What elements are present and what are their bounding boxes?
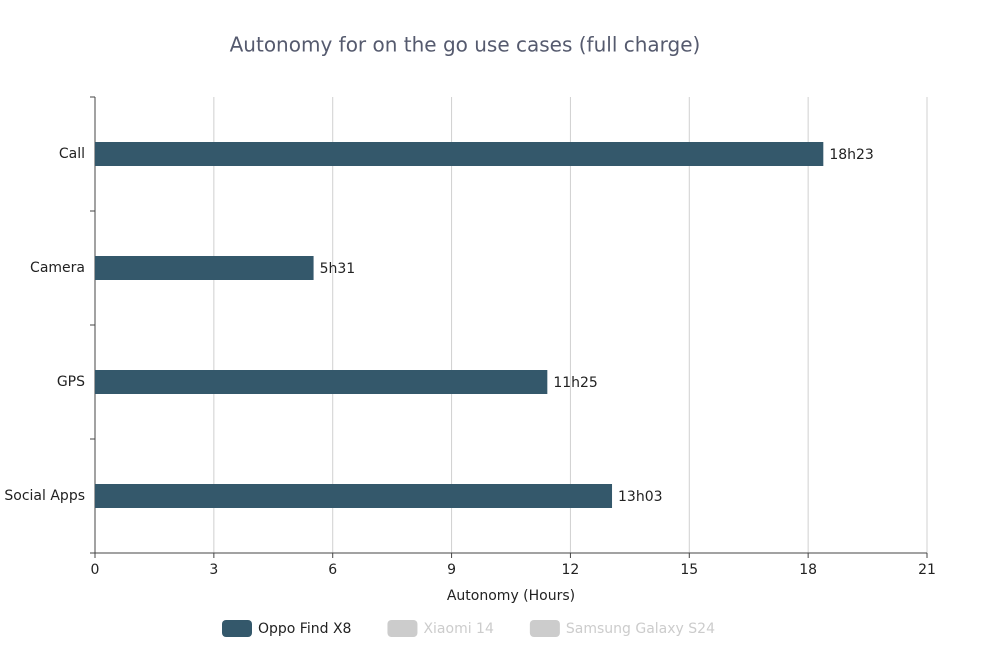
value-label: 5h31 bbox=[320, 261, 356, 277]
legend-swatch bbox=[529, 620, 560, 637]
y-tick-label: GPS bbox=[57, 374, 85, 390]
bar bbox=[95, 256, 314, 280]
y-tick-label: Social Apps bbox=[4, 488, 85, 504]
x-tick-label: 0 bbox=[91, 562, 100, 578]
legend-swatch bbox=[222, 620, 252, 637]
x-tick-label: 3 bbox=[209, 562, 218, 578]
legend-swatch bbox=[387, 620, 418, 637]
value-label: 18h23 bbox=[829, 147, 874, 163]
legend-label: Xiaomi 14 bbox=[423, 621, 494, 637]
chart-title: Autonomy for on the go use cases (full c… bbox=[230, 33, 701, 57]
bar bbox=[95, 484, 613, 508]
x-tick-label: 6 bbox=[328, 562, 337, 578]
bar bbox=[95, 370, 548, 394]
x-tick-label: 21 bbox=[918, 562, 936, 578]
legend-label: Oppo Find X8 bbox=[258, 621, 351, 637]
bar bbox=[95, 142, 824, 166]
y-tick-label: Call bbox=[59, 146, 85, 162]
x-tick-label: 9 bbox=[447, 562, 456, 578]
y-tick-label: Camera bbox=[30, 260, 85, 276]
value-label: 11h25 bbox=[553, 375, 598, 391]
value-label: 13h03 bbox=[618, 489, 663, 505]
x-tick-label: 18 bbox=[799, 562, 817, 578]
x-tick-label: 12 bbox=[562, 562, 580, 578]
legend-label: Samsung Galaxy S24 bbox=[566, 621, 715, 637]
x-axis-label: Autonomy (Hours) bbox=[447, 588, 575, 604]
x-tick-label: 15 bbox=[680, 562, 698, 578]
